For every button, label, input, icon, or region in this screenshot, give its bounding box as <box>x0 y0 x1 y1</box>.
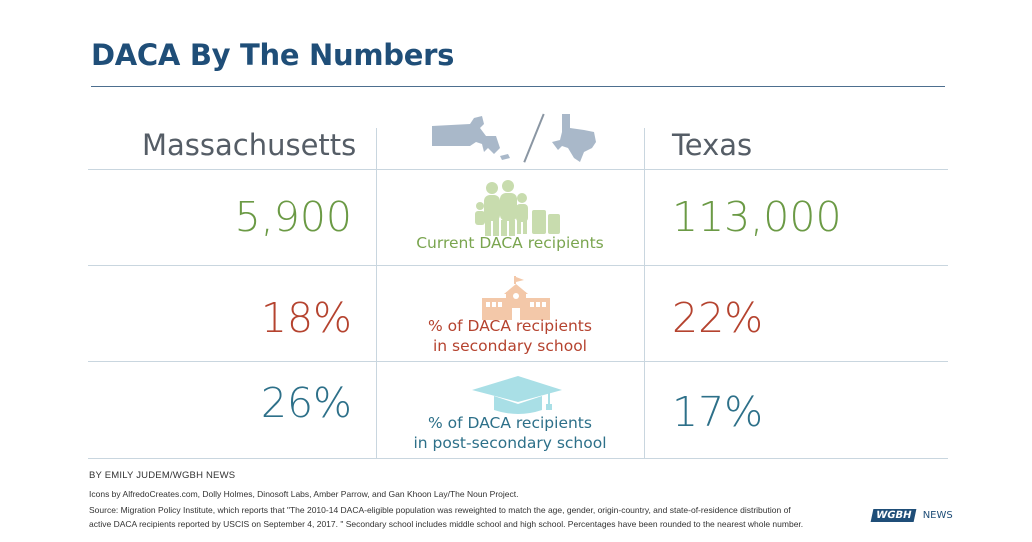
texas-map-icon <box>552 114 596 162</box>
row-divider <box>88 458 948 459</box>
daca-recipients-label: Current DACA recipients <box>416 234 604 252</box>
tx-post-secondary-value: 17% <box>672 388 764 436</box>
ma-post-secondary-value: 26% <box>260 379 352 427</box>
wgbh-logo-mark: WGBH <box>870 509 917 522</box>
source-line-2: active DACA recipients reported by USCIS… <box>89 519 804 529</box>
graduation-cap-icon <box>472 376 562 414</box>
ma-daca-recipients-value: 5,900 <box>234 193 352 241</box>
header-massachusetts: Massachusetts <box>142 128 357 162</box>
ma-secondary-school-value: 18% <box>260 294 352 342</box>
post-secondary-label-line2: in post-secondary school <box>413 434 607 452</box>
icon-credits: Icons by AlfredoCreates.com, Dolly Holme… <box>89 489 519 499</box>
secondary-school-label-line2: in secondary school <box>432 337 587 355</box>
row-divider <box>88 265 948 266</box>
page-title: DACA By The Numbers <box>91 38 455 72</box>
school-building-icon <box>482 276 550 320</box>
source-line-1: Source: Migration Policy Institute, whic… <box>89 505 791 515</box>
source-note: Source: Migration Policy Institute, whic… <box>89 503 829 531</box>
post-secondary-label-line1: % of DACA recipients <box>428 414 592 432</box>
column-divider-right <box>644 128 645 458</box>
header-texas: Texas <box>672 128 753 162</box>
title-divider <box>91 86 945 87</box>
byline: BY EMILY JUDEM/WGBH NEWS <box>89 470 236 481</box>
row-divider <box>88 169 948 170</box>
secondary-school-label-line1: % of DACA recipients <box>428 317 592 335</box>
column-divider-left <box>376 128 377 458</box>
tx-daca-recipients-value: 113,000 <box>672 193 842 241</box>
massachusetts-map-icon <box>432 116 510 160</box>
family-icon <box>475 180 560 236</box>
wgbh-logo-text: NEWS <box>922 510 953 521</box>
tx-secondary-school-value: 22% <box>672 294 764 342</box>
row-divider <box>88 361 948 362</box>
slash-divider <box>523 113 545 163</box>
wgbh-news-logo: WGBH NEWS <box>870 505 953 523</box>
